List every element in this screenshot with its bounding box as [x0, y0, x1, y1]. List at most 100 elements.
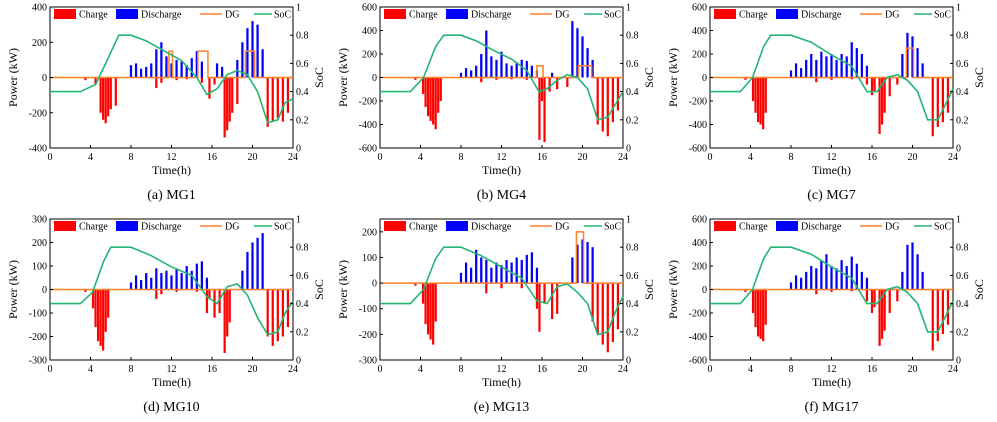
legend-label-discharge: Discharge: [471, 222, 512, 233]
y2-tick-label: 0.2: [296, 327, 309, 338]
discharge-bar: [241, 270, 244, 290]
charge-bar: [756, 77, 760, 123]
charge-bar: [281, 77, 284, 122]
discharge-bar: [190, 58, 193, 78]
charge-bar: [540, 77, 544, 101]
discharge-bar: [500, 51, 503, 78]
discharge-bar: [129, 65, 133, 78]
soc-line: [380, 246, 624, 336]
discharge-bar: [200, 261, 203, 290]
charge-bar: [480, 77, 483, 83]
y-tick-label: -400: [689, 332, 707, 343]
discharge-bar: [475, 249, 478, 284]
discharge-bar: [261, 49, 264, 78]
discharge-bar: [165, 56, 168, 78]
charge-bar: [114, 77, 117, 106]
discharge-bar: [510, 65, 513, 78]
y-tick-label: 0: [42, 73, 47, 84]
charge-bar: [543, 77, 546, 143]
y-tick-label: 200: [32, 238, 47, 249]
discharge-bar: [825, 56, 828, 78]
y-tick-label: -400: [689, 120, 707, 131]
charge-bar: [185, 77, 188, 80]
discharge-bar: [195, 51, 198, 78]
discharge-bar: [789, 282, 793, 290]
y2-axis-label: SoC: [972, 279, 986, 300]
discharge-bar: [551, 72, 554, 78]
charge-bar: [218, 289, 221, 313]
x-tick-label: 24: [618, 152, 628, 163]
discharge-bar: [160, 273, 163, 290]
y-tick-label: 200: [362, 50, 377, 61]
legend: Charge Discharge DG SoC: [54, 9, 292, 21]
discharge-bar: [246, 251, 249, 290]
legend-label-discharge: Discharge: [471, 10, 512, 21]
charge-bar: [91, 289, 95, 309]
discharge-bar: [256, 237, 259, 290]
discharge-bar: [500, 265, 503, 284]
discharge-bar: [921, 271, 924, 290]
discharge-bar: [840, 260, 843, 290]
charge-bar: [228, 77, 231, 122]
x-tick-label: 8: [459, 152, 464, 163]
y2-tick-label: 0.4: [626, 87, 639, 98]
x-tick-label: 24: [948, 364, 958, 375]
legend-label-charge: Charge: [409, 222, 438, 233]
charge-bar: [107, 289, 110, 318]
chart-panel: 0 4 8 12 16 20 24 -600 -400 -200 0 200 400 600 0 0.2 0.4…: [336, 3, 656, 204]
y-tick-label: -200: [359, 330, 377, 341]
discharge-bar: [205, 277, 209, 290]
discharge-bar: [175, 59, 178, 78]
discharge-bar: [485, 260, 488, 284]
x-tick-label: 16: [537, 152, 547, 163]
discharge-bar: [129, 282, 133, 290]
charge-bar: [213, 77, 216, 85]
discharge-bar: [505, 260, 508, 284]
x-axis-label: Time(h): [482, 163, 521, 177]
discharge-bar: [480, 54, 483, 78]
y2-tick-label: 0.4: [626, 299, 639, 310]
discharge-bar: [850, 256, 853, 290]
charge-bar: [878, 77, 881, 134]
discharge-bar: [145, 273, 148, 290]
y2-tick-label: 0.8: [296, 31, 309, 42]
x-tick-label: 24: [618, 364, 628, 375]
charge-bar: [881, 77, 884, 125]
y-tick-label: -200: [689, 97, 707, 108]
charge-bar: [231, 77, 234, 113]
charge-bar: [865, 289, 869, 302]
discharge-bar: [140, 68, 143, 78]
discharge-bar: [525, 254, 528, 284]
legend-label-dg: DG: [225, 10, 239, 21]
charge-bar: [421, 283, 425, 304]
dg-line: [710, 47, 953, 79]
legend-swatch-discharge: [776, 9, 798, 19]
x-tick-label: 4: [418, 364, 423, 375]
charge-bar: [830, 77, 833, 80]
discharge-bar: [134, 63, 138, 78]
legend-label-dg: DG: [555, 222, 569, 233]
y-tick-label: 100: [32, 262, 47, 273]
charge-bar: [500, 283, 503, 289]
charge-bar: [538, 77, 541, 140]
discharge-bar: [901, 54, 904, 78]
legend-label-dg: DG: [885, 10, 899, 21]
discharge-bar: [525, 61, 528, 78]
discharge-bar: [855, 263, 858, 290]
charge-bar: [946, 77, 950, 113]
y2-tick-label: 0: [626, 356, 631, 367]
discharge-bar: [180, 61, 183, 78]
charge-bar: [611, 77, 614, 123]
y-tick-label: -200: [689, 309, 707, 320]
y2-tick-label: 0.8: [626, 243, 639, 254]
discharge-bar: [835, 268, 838, 290]
charge-bar: [226, 77, 229, 131]
panel-caption: (c) MG7: [807, 188, 856, 203]
charge-bar: [591, 283, 594, 322]
dg-line: [50, 50, 293, 79]
x-tick-label: 24: [948, 152, 958, 163]
x-tick-label: 16: [207, 152, 217, 163]
discharge-bar: [906, 32, 909, 78]
discharge-bar: [840, 54, 843, 78]
discharge-bar: [911, 36, 914, 78]
